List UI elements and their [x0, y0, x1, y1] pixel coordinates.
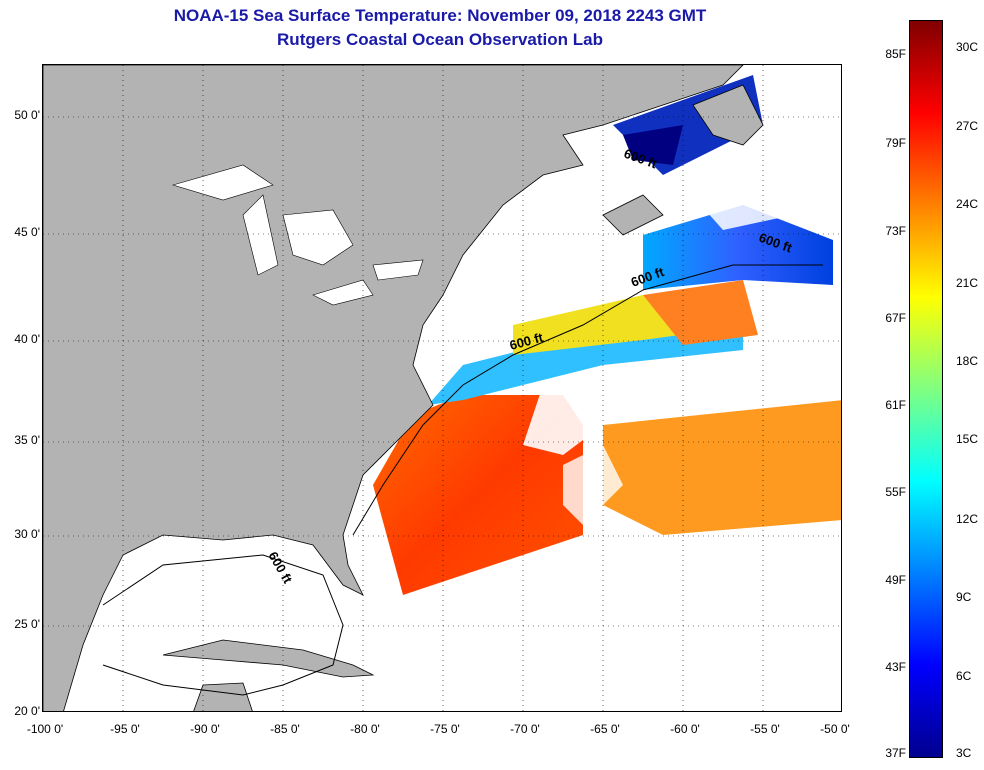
lat-tick: 25 0' [14, 617, 40, 631]
lat-tick: 50 0' [14, 108, 40, 122]
map-subtitle: Rutgers Coastal Ocean Observation Lab [277, 30, 603, 49]
colorbar-f-label: 61F [885, 398, 906, 412]
lon-tick: -50 0' [820, 722, 850, 736]
great-lakes [171, 164, 424, 306]
lat-tick: 30 0' [14, 527, 40, 541]
isobath-label: 600 ft [265, 549, 295, 586]
sst-map: 600 ft 600 ft 600 ft 600 ft 600 ft [42, 64, 842, 712]
lon-tick: -65 0' [590, 722, 620, 736]
lat-tick: 20 0' [14, 704, 40, 718]
colorbar-c-label: 21C [956, 276, 979, 290]
colorbar-c-label: 3C [956, 746, 972, 760]
colorbar-f-label: 55F [885, 485, 906, 499]
colorbar-c-label: 24C [956, 197, 979, 211]
colorbar-c-label: 12C [956, 512, 979, 526]
colorbar-c-label: 15C [956, 432, 979, 446]
lon-tick: -60 0' [670, 722, 700, 736]
colorbar-f-label: 43F [885, 660, 906, 674]
lon-tick: -100 0' [26, 722, 64, 736]
temperature-colorbar [909, 20, 943, 758]
colorbar-f-label: 67F [885, 311, 906, 325]
lon-tick: -95 0' [110, 722, 140, 736]
colorbar-f-label: 49F [885, 573, 906, 587]
colorbar-c-label: 18C [956, 354, 979, 368]
sst-swath [373, 75, 841, 595]
lat-tick: 45 0' [14, 225, 40, 239]
lon-tick: -80 0' [350, 722, 380, 736]
colorbar-f-label: 73F [885, 224, 906, 238]
lon-tick: -75 0' [430, 722, 460, 736]
lon-tick: -55 0' [750, 722, 780, 736]
colorbar-c-label: 9C [956, 590, 972, 604]
map-canvas: 600 ft 600 ft 600 ft 600 ft 600 ft [43, 65, 841, 711]
lon-tick: -85 0' [270, 722, 300, 736]
colorbar-f-label: 37F [885, 746, 906, 760]
map-title: NOAA-15 Sea Surface Temperature: Novembe… [173, 6, 707, 25]
lon-tick: -90 0' [190, 722, 220, 736]
gridlines [43, 65, 841, 711]
lat-tick: 40 0' [14, 332, 40, 346]
colorbar-f-label: 79F [885, 136, 906, 150]
colorbar-c-label: 30C [956, 40, 979, 54]
colorbar-c-label: 27C [956, 119, 979, 133]
lat-tick: 35 0' [14, 433, 40, 447]
lon-tick: -70 0' [510, 722, 540, 736]
colorbar-f-label: 85F [885, 47, 906, 61]
colorbar-c-label: 6C [956, 669, 972, 683]
